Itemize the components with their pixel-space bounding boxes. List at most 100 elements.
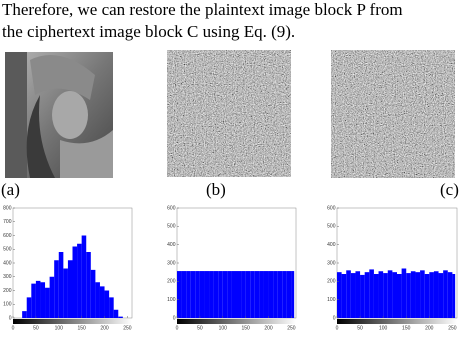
y-tick-label: 800 xyxy=(3,205,12,211)
x-tick-label: 150 xyxy=(402,325,411,331)
x-tick-label: 0 xyxy=(12,325,15,331)
bar xyxy=(355,271,361,318)
x-tick-label: 250 xyxy=(287,325,296,331)
x-tick-label: 50 xyxy=(197,325,203,331)
bar xyxy=(268,271,274,318)
bar xyxy=(350,273,356,318)
bar xyxy=(447,272,453,318)
panel-label: (c) xyxy=(440,180,459,199)
bar xyxy=(337,272,342,318)
panel-label: (b) xyxy=(206,180,226,199)
y-tick-label: 600 xyxy=(3,233,12,239)
bar xyxy=(81,235,87,318)
x-tick-label: 50 xyxy=(33,325,39,331)
bar xyxy=(259,271,264,318)
bar xyxy=(90,269,96,318)
bar xyxy=(213,271,219,318)
bar xyxy=(218,271,223,318)
x-tick-label: 200 xyxy=(264,325,273,331)
bar xyxy=(118,316,123,318)
bar xyxy=(190,271,196,318)
bar xyxy=(67,260,73,318)
y-tick-label: 100 xyxy=(167,297,176,303)
x-tick-label: 200 xyxy=(425,325,434,331)
bar xyxy=(95,282,100,318)
bar xyxy=(58,252,64,318)
image-a xyxy=(5,52,113,178)
bar xyxy=(346,270,351,318)
y-tick-label: 500 xyxy=(3,247,12,253)
bar xyxy=(364,272,370,318)
x-tick-label: 150 xyxy=(77,325,86,331)
bar xyxy=(113,309,119,318)
bar xyxy=(209,271,214,318)
y-tick-label: 200 xyxy=(327,279,336,285)
y-tick-label: 200 xyxy=(167,279,176,285)
bar xyxy=(49,276,55,318)
bar xyxy=(204,271,210,318)
y-tick-label: 0 xyxy=(9,315,12,321)
bar xyxy=(26,297,32,318)
bar xyxy=(263,271,269,318)
x-tick-label: 50 xyxy=(357,325,363,331)
bar xyxy=(195,271,200,318)
x-tick-label: 100 xyxy=(55,325,64,331)
bar xyxy=(410,271,416,318)
x-tick-label: 0 xyxy=(336,325,339,331)
bar xyxy=(273,271,278,318)
y-tick-label: 300 xyxy=(327,260,336,266)
bar xyxy=(63,268,68,318)
bar xyxy=(254,271,260,318)
bar xyxy=(401,268,407,318)
bar xyxy=(424,274,430,318)
y-tick-label: 0 xyxy=(173,315,176,321)
image-c xyxy=(331,50,455,178)
bar xyxy=(420,270,425,318)
y-tick-label: 600 xyxy=(327,205,336,211)
bar xyxy=(397,274,402,318)
bar xyxy=(99,286,105,318)
y-tick-label: 500 xyxy=(167,224,176,230)
y-tick-label: 300 xyxy=(3,274,12,280)
y-tick-label: 700 xyxy=(3,219,12,225)
y-tick-label: 300 xyxy=(167,260,176,266)
bar xyxy=(109,297,114,318)
bar xyxy=(245,271,251,318)
bar xyxy=(387,270,393,318)
x-tick-label: 150 xyxy=(241,325,250,331)
bar xyxy=(291,271,295,318)
bar xyxy=(286,271,292,318)
bar xyxy=(241,271,246,318)
y-tick-label: 100 xyxy=(3,302,12,308)
text-line: the ciphertext image block C using Eq. (… xyxy=(2,22,296,41)
bar xyxy=(443,270,448,318)
bar xyxy=(438,273,444,318)
bar xyxy=(40,282,46,318)
x-tick-label: 250 xyxy=(123,325,132,331)
bar xyxy=(72,246,78,318)
bar xyxy=(54,260,59,318)
bar xyxy=(378,271,384,318)
colorbar xyxy=(13,319,132,324)
bar xyxy=(77,243,82,318)
bar xyxy=(433,271,439,318)
bar xyxy=(177,271,182,318)
bar xyxy=(360,274,365,318)
bar xyxy=(186,271,191,318)
text-line: Therefore, we can restore the plaintext … xyxy=(2,0,403,19)
y-tick-label: 500 xyxy=(327,224,336,230)
bar xyxy=(231,271,237,318)
bar xyxy=(104,290,110,318)
bar xyxy=(222,271,228,318)
bar xyxy=(227,271,232,318)
bar xyxy=(277,271,283,318)
panel-label: (a) xyxy=(1,180,20,199)
bar xyxy=(406,273,411,318)
bar xyxy=(86,252,91,318)
y-tick-label: 400 xyxy=(3,260,12,266)
bar xyxy=(181,271,187,318)
bar xyxy=(369,269,374,318)
bar xyxy=(341,274,347,318)
colorbar xyxy=(337,319,457,324)
